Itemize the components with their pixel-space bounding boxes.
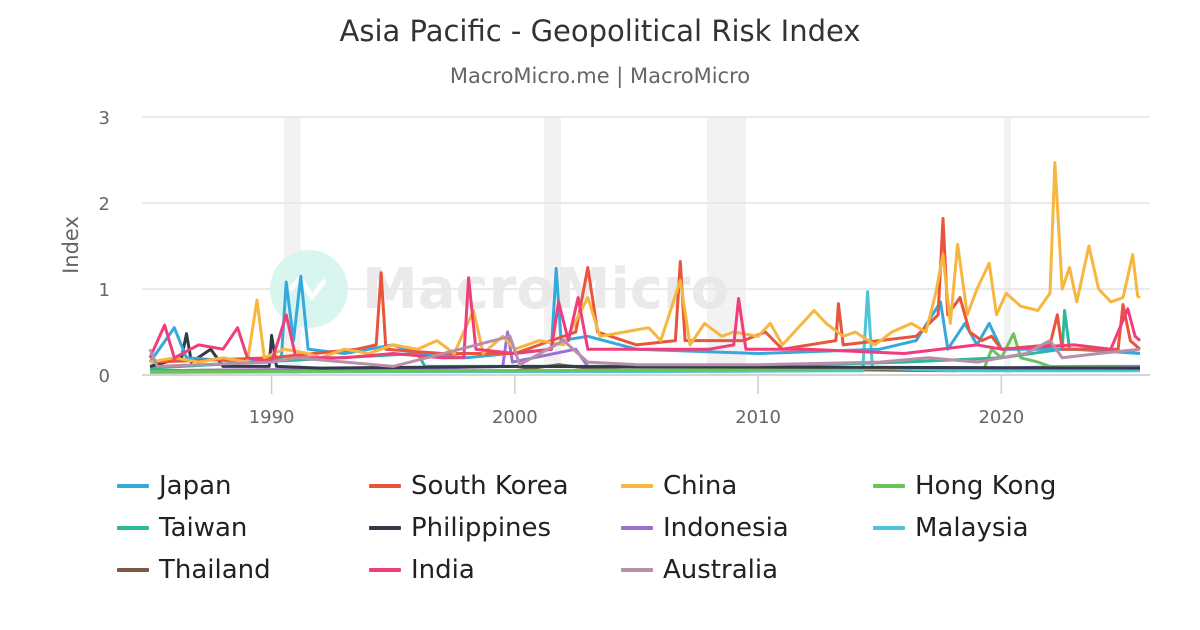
legend-item-thailand[interactable]: Thailand (117, 552, 369, 588)
chart-subtitle: MacroMicro.me | MacroMicro (449, 64, 751, 88)
legend-item-south-korea[interactable]: South Korea (369, 468, 621, 504)
legend-label: Thailand (159, 555, 271, 585)
legend-item-taiwan[interactable]: Taiwan (117, 510, 369, 546)
legend-swatch-icon (621, 526, 653, 530)
shaded-period (707, 117, 746, 375)
legend-label: Malaysia (915, 513, 1029, 543)
legend-swatch-icon (117, 568, 149, 572)
legend-label: Philippines (411, 513, 552, 543)
recession-shading (283, 117, 1012, 375)
legend-swatch-icon (621, 484, 653, 488)
legend-item-philippines[interactable]: Philippines (369, 510, 621, 546)
y-tick-label: 2 (99, 194, 110, 215)
legend: Japan South Korea China Hong Kong Taiwan Phil… (117, 468, 1117, 588)
legend-item-australia[interactable]: Australia (621, 552, 873, 588)
x-tick-label: 2010 (735, 407, 781, 428)
chart-title: Asia Pacific - Geopolitical Risk Index (339, 14, 861, 48)
legend-swatch-icon (117, 526, 149, 530)
x-tick-label: 1990 (249, 407, 295, 428)
series-line-india (148, 276, 1141, 364)
legend-swatch-icon (621, 568, 653, 572)
legend-item-japan[interactable]: Japan (117, 468, 369, 504)
y-tick-label: 0 (99, 366, 110, 387)
legend-swatch-icon (369, 526, 401, 530)
legend-swatch-icon (873, 484, 905, 488)
legend-item-indonesia[interactable]: Indonesia (621, 510, 873, 546)
legend-label: Australia (663, 555, 779, 585)
y-axis-label: Index (59, 216, 83, 274)
legend-label: Hong Kong (915, 471, 1057, 501)
legend-label: India (411, 555, 475, 585)
legend-swatch-icon (117, 484, 149, 488)
legend-item-hong-kong[interactable]: Hong Kong (873, 468, 1125, 504)
legend-swatch-icon (873, 526, 905, 530)
watermark-text: MacroMicro (362, 257, 729, 322)
y-tick-label: 1 (99, 280, 110, 301)
legend-swatch-icon (369, 568, 401, 572)
x-tick-label: 2000 (492, 407, 538, 428)
legend-label: South Korea (411, 471, 569, 501)
legend-item-china[interactable]: China (621, 468, 873, 504)
legend-label: Japan (159, 471, 232, 501)
watermark: MacroMicro (270, 250, 729, 328)
legend-label: Taiwan (159, 513, 248, 543)
watermark-logo-mark (288, 273, 327, 302)
x-tick-label: 2020 (978, 407, 1024, 428)
legend-item-malaysia[interactable]: Malaysia (873, 510, 1125, 546)
series-line-hong-kong (149, 332, 1141, 374)
axes: 0 1 2 3 1990 2000 2010 2020 (99, 108, 1150, 428)
y-tick-label: 3 (99, 108, 110, 129)
series-line-china (149, 161, 1141, 364)
legend-label: China (663, 471, 738, 501)
legend-label: Indonesia (663, 513, 789, 543)
shaded-period (1003, 117, 1012, 375)
series-line-australia (148, 334, 1141, 368)
series-line-philippines (149, 332, 1141, 370)
legend-item-india[interactable]: India (369, 552, 621, 588)
series-lines (148, 161, 1141, 374)
legend-swatch-icon (369, 484, 401, 488)
